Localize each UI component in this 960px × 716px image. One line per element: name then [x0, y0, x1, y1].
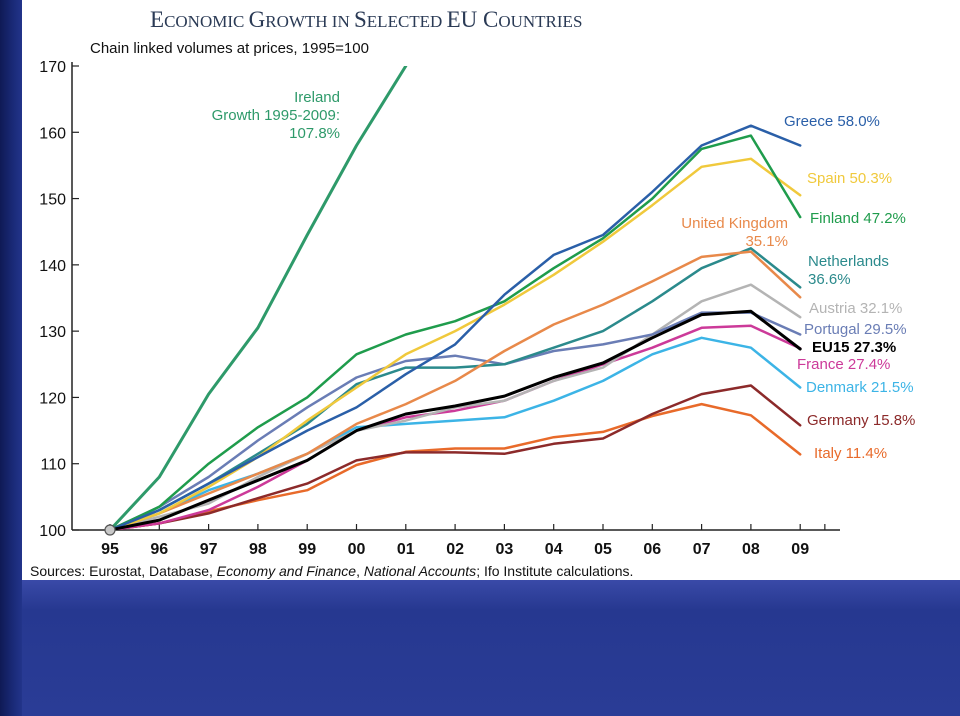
y-tick-label: 110: [40, 457, 66, 474]
y-tick-label: 160: [39, 125, 66, 142]
series-label-layer: Ireland Growth 1995-2009: 107.8% Greece 58.…: [212, 89, 916, 462]
series-label-germany: Germany 15.8%: [807, 412, 915, 429]
chart-source-note: Sources: Eurostat, Database, Economy and…: [30, 563, 633, 579]
x-tick-label: 03: [496, 541, 514, 558]
series-label-eu15: EU15 27.3%: [812, 339, 896, 356]
series-line-spain: [108, 157, 802, 530]
series-line-denmark: [108, 336, 802, 530]
chart-subtitle: Chain linked volumes at prices, 1995=100: [90, 40, 369, 57]
x-tick-label: 00: [348, 541, 366, 558]
x-tick-label: 08: [742, 541, 760, 558]
series-line-united-kingdom: [108, 250, 802, 530]
series-label-portugal: Portugal 29.5%: [804, 321, 907, 338]
y-tick-label: 140: [39, 258, 66, 275]
y-tick-label: 170: [39, 59, 66, 76]
slide-left-band: [0, 0, 22, 716]
series-line-greece: [108, 124, 802, 530]
series-layer: [108, 66, 802, 530]
x-tick-label: 04: [545, 541, 563, 558]
x-tick-label: 07: [693, 541, 711, 558]
slide-panel: [22, 0, 960, 580]
y-tick-label: 100: [39, 523, 66, 540]
chart-title: ECONOMIC GROWTH IN SELECTED EU COUNTRIES: [150, 7, 582, 32]
economic-growth-chart: ECONOMIC GROWTH IN SELECTED EU COUNTRIES…: [30, 7, 916, 579]
chart-canvas: ECONOMIC GROWTH IN SELECTED EU COUNTRIES…: [30, 7, 916, 579]
x-tick-label: 98: [249, 541, 267, 558]
y-tick-label: 130: [39, 324, 66, 341]
y-tick-label: 150: [39, 192, 66, 209]
series-label-denmark: Denmark 21.5%: [806, 379, 914, 396]
series-label-finland: Finland 47.2%: [810, 210, 906, 227]
y-tick-label: 120: [39, 390, 66, 407]
x-tick-label: 02: [446, 541, 464, 558]
series-label-france: France 27.4%: [797, 356, 890, 373]
series-label-spain: Spain 50.3%: [807, 170, 892, 187]
x-tick-label: 96: [150, 541, 168, 558]
series-label-greece: Greece 58.0%: [784, 113, 880, 130]
x-tick-label: 95: [101, 541, 119, 558]
series-line-portugal: [108, 311, 802, 530]
x-tick-label: 01: [397, 541, 415, 558]
x-tick-label: 97: [200, 541, 218, 558]
x-tick-label: 09: [791, 541, 809, 558]
series-line-eu15: [108, 309, 802, 530]
axes-layer: 100 110 120 130 140 150 160 170 95 96 97 98 99 00 01 02…: [39, 59, 840, 558]
series-label-united-kingdom: United Kingdom 35.1%: [681, 215, 788, 250]
x-tick-label: 06: [643, 541, 661, 558]
series-line-ireland: [108, 66, 408, 530]
series-line-germany: [108, 384, 802, 530]
x-tick-label: 99: [298, 541, 316, 558]
series-line-finland: [108, 134, 802, 530]
series-line-france: [108, 324, 802, 530]
series-label-ireland: Ireland Growth 1995-2009: 107.8%: [212, 89, 340, 142]
x-tick-label: 05: [594, 541, 612, 558]
series-label-austria: Austria 32.1%: [809, 300, 902, 317]
series-label-italy: Italy 11.4%: [814, 445, 887, 462]
series-label-netherlands: Netherlands 36.6%: [808, 253, 889, 288]
slide-panel-shadow: [22, 580, 960, 610]
origin-point: [104, 524, 116, 536]
